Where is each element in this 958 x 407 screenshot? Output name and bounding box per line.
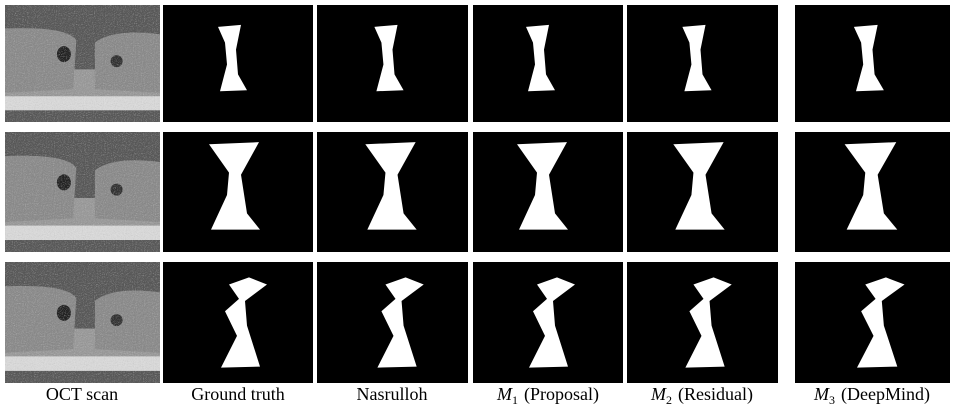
- figure: OCT scanGround truthNasrullohM1(Proposal…: [0, 0, 958, 407]
- cyst: [57, 305, 71, 321]
- cyst: [57, 174, 71, 190]
- caption-symbol: M: [813, 384, 830, 404]
- cyst: [111, 55, 123, 67]
- oct-scan: [5, 262, 160, 383]
- column-caption: M3 (DeepMind): [813, 384, 930, 407]
- caption-symbol: M: [650, 384, 667, 404]
- cyst: [111, 184, 123, 196]
- caption-label: (Residual): [678, 384, 753, 405]
- caption-symbol: M: [496, 384, 513, 404]
- retina-right: [95, 33, 160, 93]
- caption-subscript: 1: [512, 393, 518, 407]
- image-grid: [5, 5, 950, 383]
- caption-label: Nasrulloh: [357, 384, 428, 404]
- caption-subscript: 3: [829, 393, 835, 407]
- caption-label: (Proposal): [524, 384, 599, 405]
- column-caption: M2 (Residual): [650, 384, 753, 407]
- cyst: [57, 46, 71, 62]
- retina-layer: [5, 226, 160, 240]
- mask-background: [473, 5, 623, 122]
- cyst: [111, 314, 123, 326]
- column-caption: OCT scan: [46, 384, 118, 404]
- caption-label: OCT scan: [46, 384, 118, 404]
- oct-scan: [5, 5, 160, 122]
- retina-layer: [5, 356, 160, 371]
- retina-layer: [5, 96, 160, 110]
- retina-right: [95, 290, 160, 352]
- mask-background: [163, 5, 313, 122]
- caption-label: (DeepMind): [841, 384, 930, 405]
- column-caption: M1 (Proposal): [496, 384, 599, 407]
- oct-scan: [5, 132, 160, 252]
- column-caption: Ground truth: [191, 384, 285, 404]
- caption-subscript: 2: [666, 393, 672, 407]
- column-caption: Nasrulloh: [357, 384, 428, 404]
- mask-background: [627, 5, 778, 122]
- retina-right: [95, 160, 160, 222]
- caption-label: Ground truth: [191, 384, 285, 404]
